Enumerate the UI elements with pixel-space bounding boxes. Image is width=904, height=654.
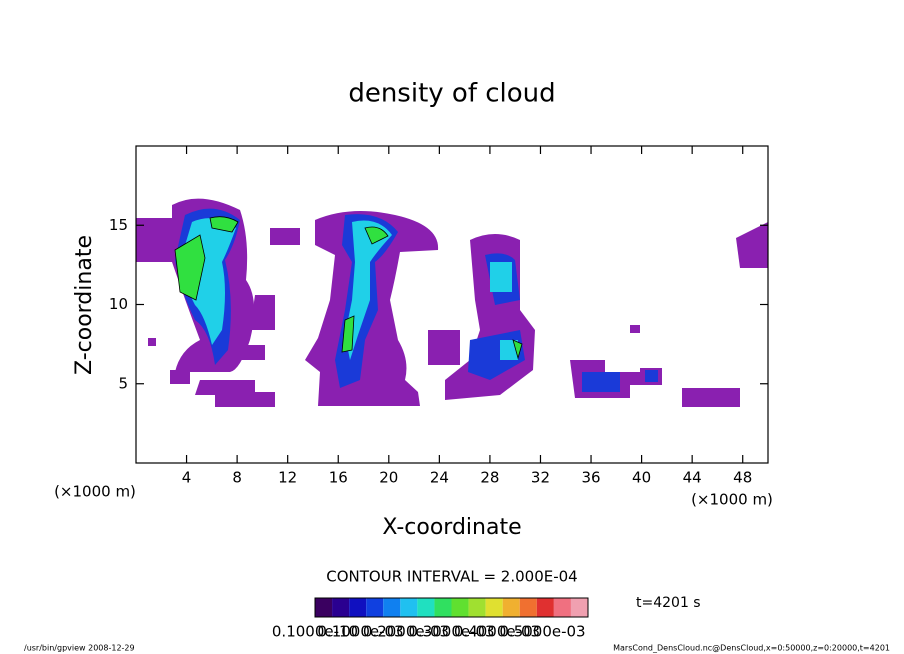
contour-interval: CONTOUR INTERVAL = 2.000E-04: [326, 568, 577, 586]
x-tick-label: 40: [632, 469, 651, 487]
colorbar: 0.1000e-100.1000e-030.2000e-030.3000e-03…: [272, 597, 589, 641]
x-tick-label: 12: [278, 469, 297, 487]
colorbar-swatch: [400, 598, 418, 617]
y-tick-label: 5: [118, 374, 128, 392]
x-tick-label: 36: [581, 469, 600, 487]
colorbar-swatch: [536, 598, 554, 617]
x-tick-label: 20: [379, 469, 398, 487]
colorbar-label: 0.2000e-03: [363, 623, 449, 641]
colorbar-swatch: [315, 598, 333, 617]
chart-title: density of cloud: [348, 79, 555, 109]
y-axis-label: Z-coordinate: [72, 235, 97, 375]
colorbar-frame: [314, 597, 589, 618]
colorbar-swatch: [332, 598, 350, 617]
colorbar-swatch: [485, 598, 503, 617]
y-tick-label: 10: [109, 295, 128, 313]
colorbar-swatch: [468, 598, 486, 617]
colorbar-swatch: [502, 598, 520, 617]
colorbar-label: 0.3000e-03: [408, 623, 494, 641]
footer-right: MarsCond_DensCloud.nc@DensCloud,x=0:5000…: [613, 644, 890, 653]
y-unit: (×1000 m): [54, 483, 136, 501]
colorbar-label: 0.5000e-03: [499, 623, 585, 641]
y-tick-label: 15: [109, 216, 128, 234]
x-tick-label: 28: [480, 469, 499, 487]
colorbar-label: 0.1000e-03: [317, 623, 403, 641]
x-axis-label: X-coordinate: [382, 515, 521, 540]
x-tick-label: 32: [531, 469, 550, 487]
colorbar-swatch: [383, 598, 401, 617]
colorbar-swatch: [570, 598, 588, 617]
colorbar-label: 0.4000e-03: [454, 623, 540, 641]
time-label: t=4201 s: [636, 595, 701, 611]
cloud-field: [136, 198, 768, 407]
x-tick-label: 44: [683, 469, 702, 487]
x-tick-label: 16: [329, 469, 348, 487]
x-tick-label: 4: [182, 469, 192, 487]
x-unit: (×1000 m): [691, 491, 773, 509]
colorbar-swatch: [349, 598, 367, 617]
x-tick-label: 8: [232, 469, 242, 487]
colorbar-swatch: [434, 598, 452, 617]
colorbar-swatch: [519, 598, 537, 617]
x-tick-label: 24: [430, 469, 449, 487]
footer-left: /usr/bin/gpview 2008-12-29: [24, 644, 135, 653]
colorbar-swatch: [366, 598, 384, 617]
colorbar-swatch: [451, 598, 469, 617]
x-tick-label: 48: [733, 469, 752, 487]
colorbar-label: 0.1000e-10: [272, 623, 358, 641]
colorbar-swatch: [553, 598, 571, 617]
colorbar-swatch: [417, 598, 435, 617]
